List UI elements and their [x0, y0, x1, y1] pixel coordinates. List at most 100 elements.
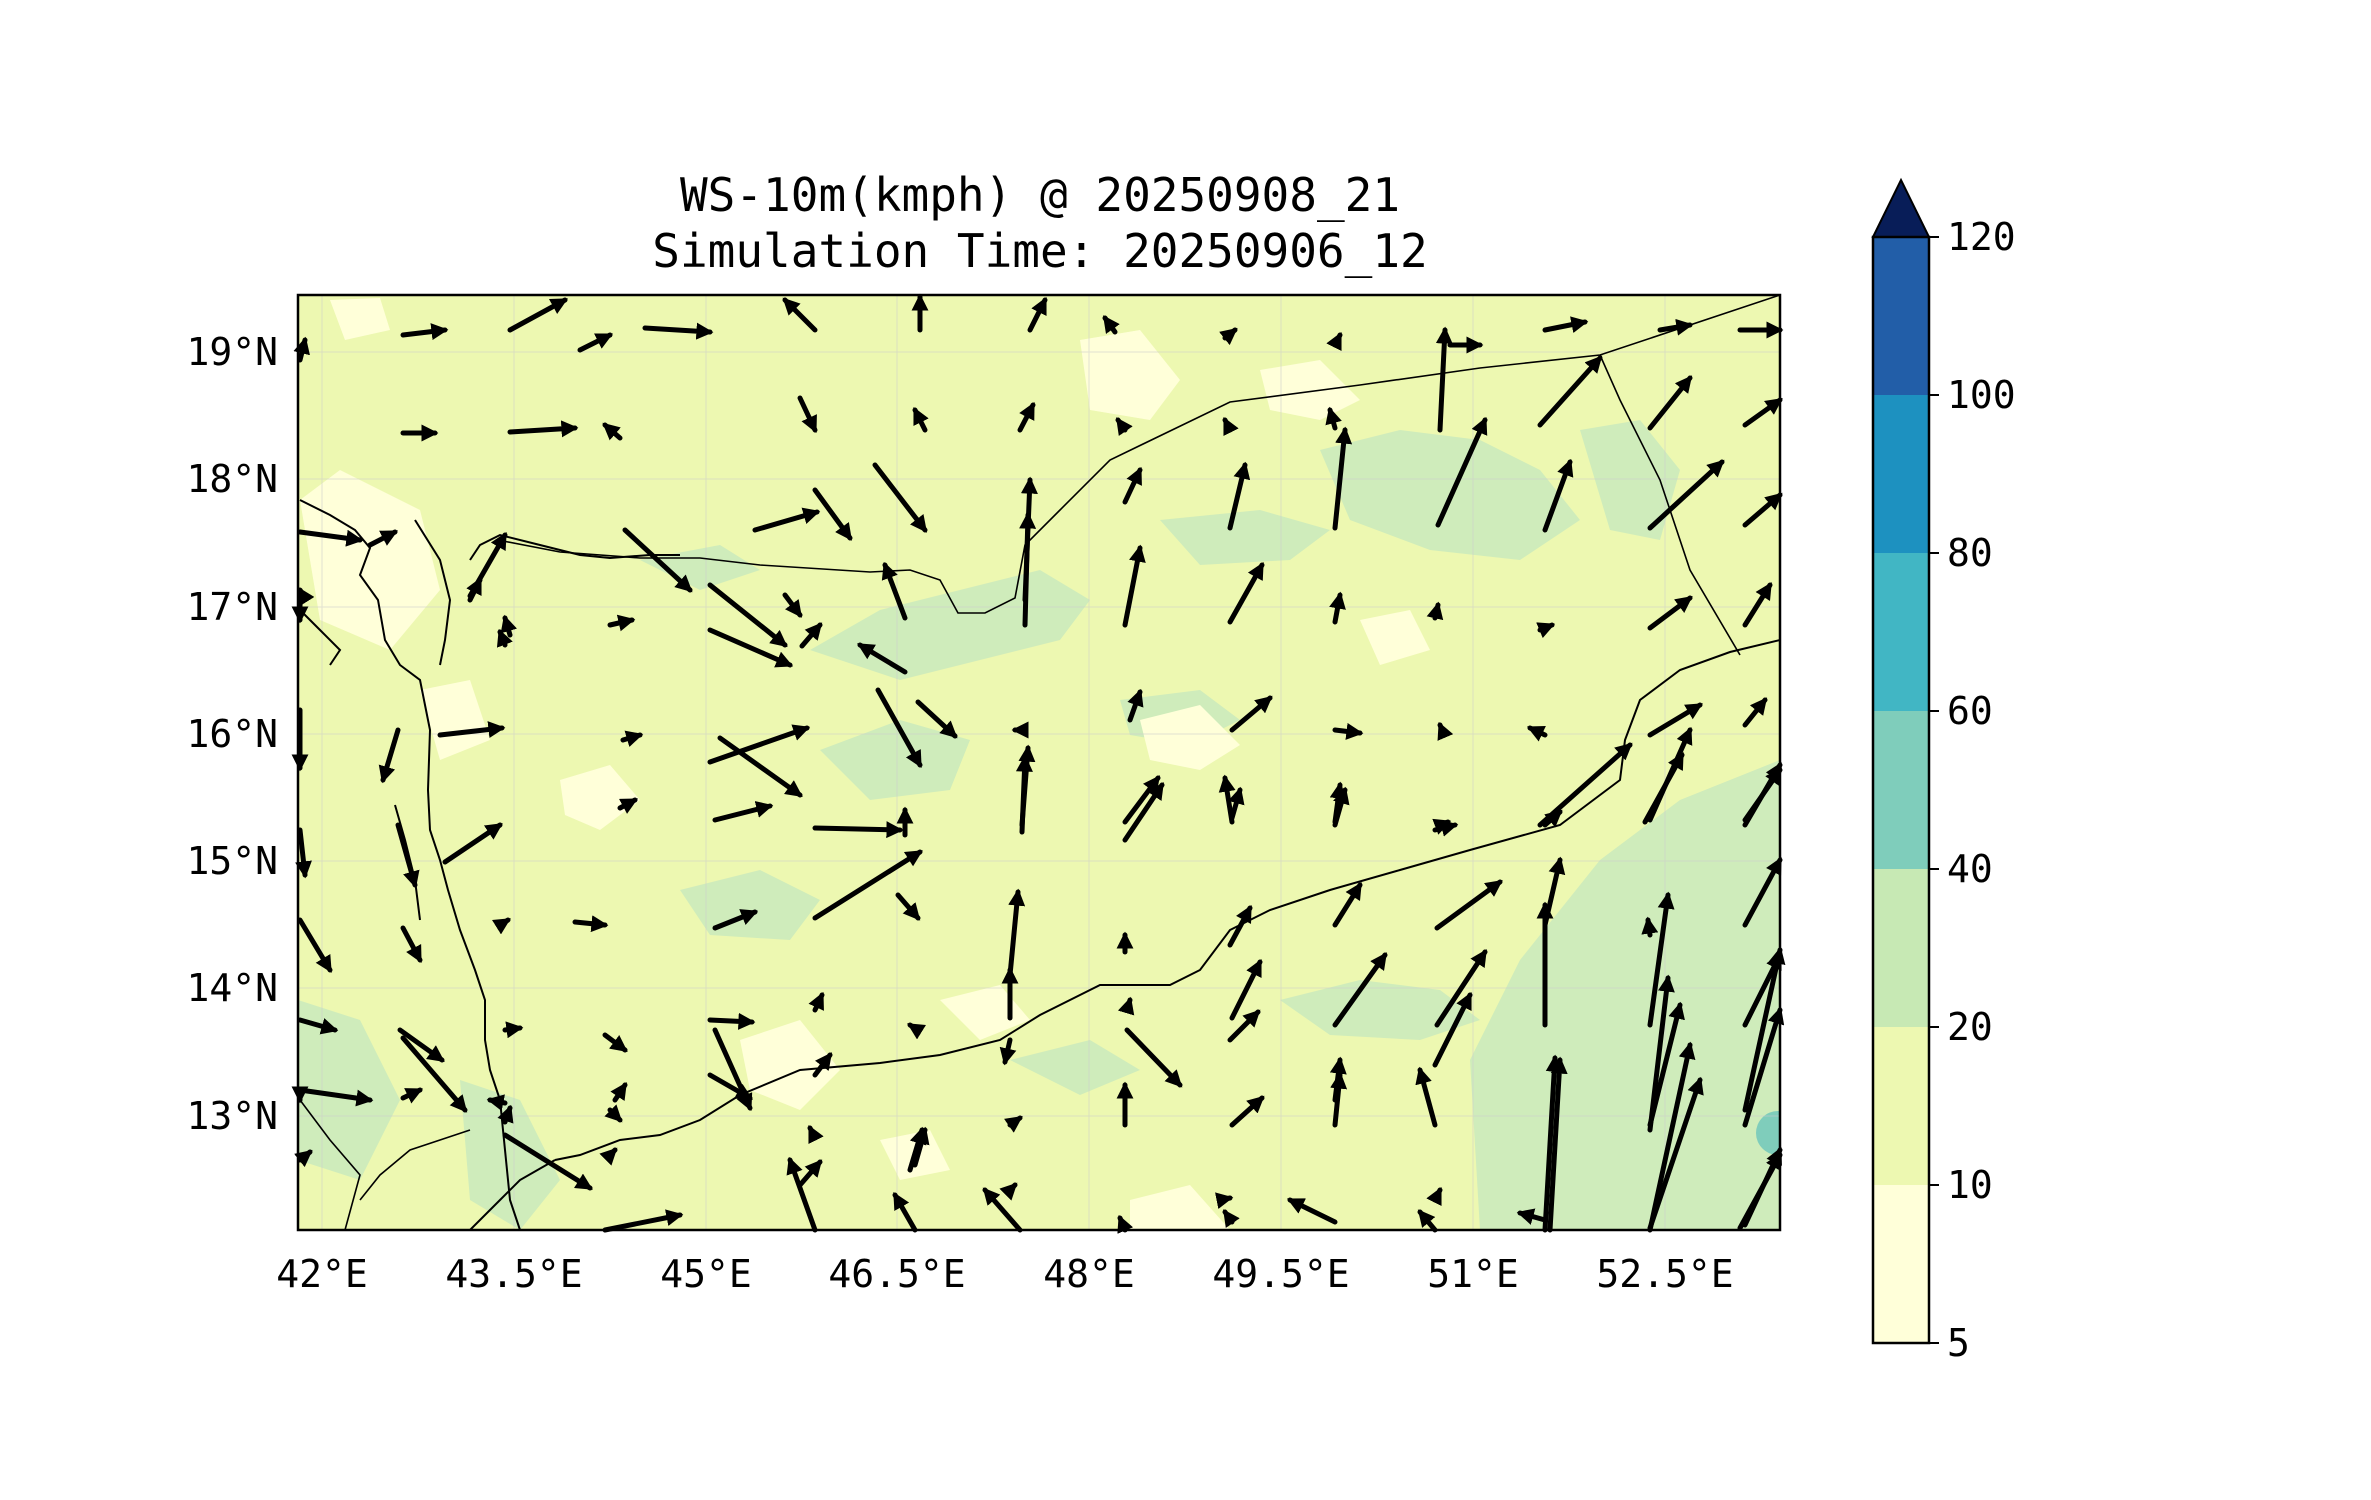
- wind-arrow: [1227, 905, 1253, 948]
- wind-arrow: [712, 801, 774, 823]
- wind-arrow: [881, 561, 908, 621]
- wind-arrow: [1127, 688, 1144, 723]
- wind-arrow: [782, 592, 803, 618]
- wind-arrow: [1435, 326, 1453, 433]
- wind-arrow: [1742, 767, 1783, 823]
- wind-arrow: [872, 462, 928, 533]
- wind-arrow: [907, 1022, 927, 1040]
- wind-arrow: [599, 1147, 618, 1166]
- x-tick-label: 48°E: [1043, 1252, 1135, 1296]
- wind-arrow: [1027, 296, 1048, 333]
- wind-arrow: [797, 395, 818, 434]
- wind-arrow: [1516, 1208, 1548, 1225]
- colorbar-label: 5: [1947, 1321, 1970, 1365]
- colorbar-band: [1873, 1185, 1929, 1343]
- wind-arrow: [295, 827, 312, 879]
- wind-arrow: [707, 1012, 756, 1030]
- wind-arrow: [1286, 1197, 1338, 1225]
- x-tick-label: 46.5°E: [828, 1252, 965, 1296]
- wind-arrow: [1547, 1056, 1568, 1233]
- wind-arrow: [1124, 1027, 1183, 1088]
- wind-arrow: [400, 323, 449, 341]
- wind-arrow: [1542, 809, 1563, 828]
- colorbar-label: 80: [1947, 531, 1993, 575]
- wind-arrow: [1227, 1009, 1261, 1043]
- x-tick-label: 43.5°E: [445, 1252, 582, 1296]
- wind-arrow: [367, 529, 399, 548]
- colorbar-label: 60: [1947, 689, 1993, 733]
- wind-arrow: [1426, 1186, 1443, 1206]
- wind-arrow: [1647, 1041, 1696, 1233]
- wind-arrow: [1017, 401, 1036, 433]
- wind-arrow: [717, 735, 803, 798]
- wind-arrow: [1229, 958, 1263, 1021]
- wind-arrow: [1647, 1076, 1704, 1231]
- map-subtitle: Simulation Time: 20250906_12: [652, 224, 1428, 278]
- x-tick-label: 51°E: [1427, 1252, 1519, 1296]
- wind-arrow: [807, 1124, 824, 1144]
- colorbar-band: [1873, 1027, 1929, 1185]
- wind-arrow: [293, 336, 310, 363]
- wind-arrow: [395, 822, 420, 889]
- wind-arrow: [912, 1126, 930, 1168]
- wind-arrow: [1742, 697, 1768, 728]
- wind-arrow: [502, 1132, 593, 1191]
- wind-arrow: [1737, 1152, 1783, 1231]
- wind-arrow: [1019, 511, 1037, 628]
- colorbar-label: 20: [1947, 1005, 1993, 1049]
- wind-arrow: [1542, 1054, 1563, 1233]
- wind-arrow: [1647, 891, 1675, 1028]
- wind-arrow: [1122, 544, 1146, 628]
- wind-arrow: [1229, 1095, 1265, 1128]
- y-tick-label: 16°N: [186, 712, 278, 756]
- wind-arrow: [502, 1021, 524, 1039]
- wind-arrow: [857, 642, 908, 675]
- wind-arrow: [297, 1087, 374, 1107]
- wind-arrow: [572, 915, 609, 933]
- wind-arrow: [895, 892, 921, 921]
- wind-arrow: [915, 699, 958, 739]
- wind-arrow: [491, 917, 511, 935]
- x-tick-label: 52.5°E: [1596, 1252, 1733, 1296]
- wind-arrow: [1332, 426, 1353, 531]
- map-title: WS-10m(kmph) @ 20250908_21: [679, 168, 1401, 222]
- colorbar-band: [1873, 869, 1929, 1027]
- wind-arrow: [1657, 318, 1694, 336]
- wind-arrow: [577, 332, 614, 353]
- colorbar-label: 100: [1947, 373, 2016, 417]
- x-tick-label: 45°E: [660, 1252, 752, 1296]
- x-tick-label: 42°E: [276, 1252, 368, 1296]
- country-borders: [299, 295, 1780, 1230]
- wind-arrow: [1537, 355, 1603, 428]
- wind-arrow: [1434, 879, 1503, 931]
- wind-arrow: [297, 587, 315, 607]
- wind-arrow: [1647, 702, 1703, 738]
- wind-arrow: [507, 297, 568, 333]
- wind-arrow: [1003, 1115, 1023, 1133]
- wind-arrow: [1117, 1214, 1134, 1234]
- wind-arrow: [1742, 1006, 1785, 1128]
- wind-arrow: [607, 614, 636, 632]
- wind-arrow: [1542, 316, 1589, 334]
- wind-arrow: [500, 614, 517, 638]
- wind-arrow: [1642, 752, 1685, 825]
- wind-arrow: [1742, 582, 1773, 628]
- colorbar-band: [1873, 553, 1929, 711]
- wind-arrow: [437, 721, 506, 738]
- wind-arrow: [999, 1037, 1017, 1066]
- wind-arrow: [642, 322, 714, 340]
- wind-arrow: [1435, 416, 1488, 528]
- wind-arrow: [400, 1035, 468, 1113]
- wind-arrow: [1332, 722, 1364, 740]
- colorbar-label: 10: [1947, 1163, 1993, 1207]
- wind-arrow: [1426, 601, 1444, 621]
- wind-arrow: [1647, 459, 1725, 531]
- wind-arrow: [400, 1087, 424, 1104]
- y-tick-label: 14°N: [186, 966, 278, 1010]
- wind-arrow: [1742, 492, 1783, 528]
- wind-arrow: [812, 1052, 833, 1078]
- wind-arrow: [497, 1104, 514, 1125]
- wind-field-20-40: [298, 420, 1780, 1230]
